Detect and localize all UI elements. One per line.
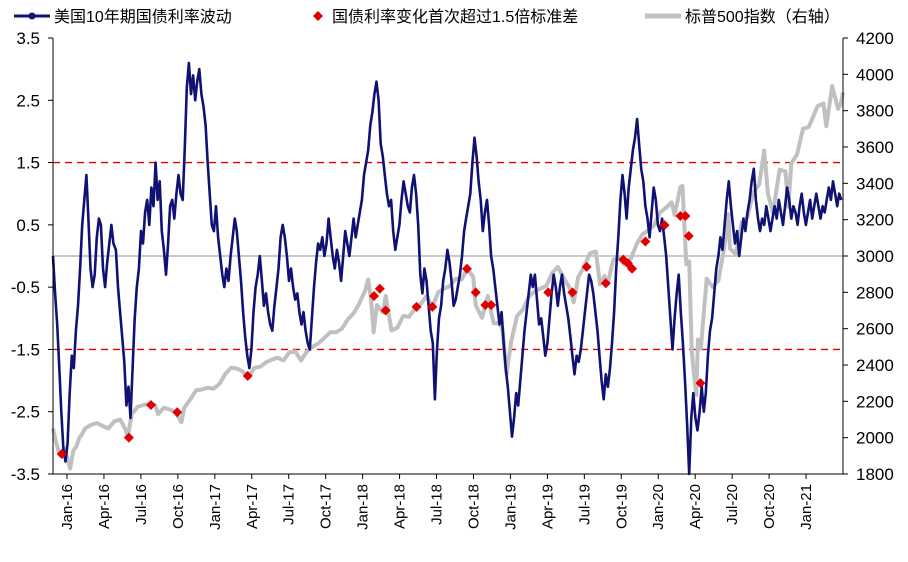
legend-label: 标普500指数（右轴） xyxy=(685,8,840,26)
signal-marker xyxy=(461,263,472,274)
x-tick-label: Jul-19 xyxy=(576,484,593,525)
signal-marker xyxy=(480,300,491,311)
y-right-tick-label: 3200 xyxy=(856,211,894,230)
signal-marker xyxy=(600,278,611,289)
x-tick-label: Oct-18 xyxy=(465,484,482,529)
y-left-tick-label: -1.5 xyxy=(11,340,40,359)
legend-swatch xyxy=(313,11,323,21)
signal-marker xyxy=(470,287,481,298)
y-left-tick-label: 3.5 xyxy=(16,29,40,48)
x-tick-label: Apr-16 xyxy=(96,484,113,529)
signal-marker xyxy=(675,211,686,222)
signal-marker xyxy=(680,211,691,222)
x-axis: Jan-16 Apr-16 Jul-16 Oct-16 Jan-17 Apr-17 Jul-… xyxy=(53,473,843,530)
series-layer xyxy=(51,61,845,476)
x-tick-label: Apr-17 xyxy=(244,484,261,529)
y-left-tick-label: 1.5 xyxy=(16,154,40,173)
x-tick-label: Jan-19 xyxy=(502,484,519,530)
signal-marker xyxy=(172,407,183,418)
y-right-tick-label: 2200 xyxy=(856,392,894,411)
signal-marker xyxy=(683,231,694,242)
signal-marker xyxy=(486,300,497,311)
legend-item: 标普500指数（右轴） xyxy=(645,8,840,26)
y-left-tick-label: -3.5 xyxy=(11,465,40,484)
signal-marker xyxy=(581,261,592,272)
x-tick-label: Jan-21 xyxy=(798,484,815,530)
y-left-tick-label: 2.5 xyxy=(16,91,40,110)
x-tick-label: Jan-17 xyxy=(207,484,224,530)
y-right-tick-label: 3800 xyxy=(856,102,894,121)
marker-layer xyxy=(56,211,706,460)
y-axis-left: 3.5 2.5 1.5 0.5 -0.5 -1.5 -2.5 -3.5 xyxy=(11,29,54,484)
signal-marker xyxy=(411,301,422,312)
legend-label: 美国10年期国债利率波动 xyxy=(54,8,232,26)
series-line-sp500 xyxy=(51,84,845,471)
x-tick-label: Jul-20 xyxy=(724,484,741,525)
x-tick-label: Apr-20 xyxy=(687,484,704,529)
legend-item: 国债利率变化首次超过1.5倍标准差 xyxy=(313,8,578,26)
signal-marker xyxy=(56,449,67,460)
y-right-tick-label: 2600 xyxy=(856,320,894,339)
signal-marker xyxy=(659,220,670,231)
y-right-tick-label: 3400 xyxy=(856,174,894,193)
signal-marker xyxy=(369,290,380,301)
x-tick-label: Jan-16 xyxy=(59,484,76,530)
x-tick-label: Jan-18 xyxy=(355,484,372,530)
x-tick-label: Oct-16 xyxy=(170,484,187,529)
y-left-tick-label: 0.5 xyxy=(16,216,40,235)
y-right-tick-label: 3600 xyxy=(856,138,894,157)
signal-marker xyxy=(427,301,438,312)
y-left-tick-label: -0.5 xyxy=(11,278,40,297)
x-tick-label: Jul-16 xyxy=(133,484,150,525)
legend-item: 美国10年期国债利率波动 xyxy=(14,8,232,26)
y-right-tick-label: 3000 xyxy=(856,247,894,266)
signal-marker xyxy=(145,399,156,410)
y-right-tick-label: 1800 xyxy=(856,465,894,484)
x-tick-label: Oct-19 xyxy=(613,484,630,529)
y-right-tick-label: 2000 xyxy=(856,429,894,448)
signal-marker xyxy=(242,370,253,381)
y-left-tick-label: -2.5 xyxy=(11,403,40,422)
signal-marker xyxy=(374,283,385,294)
y-axis-right: 4200 4000 3800 3600 3400 3200 3000 2800 2600 2400… xyxy=(842,29,894,484)
signal-marker xyxy=(123,432,134,443)
y-right-tick-label: 4000 xyxy=(856,65,894,84)
x-tick-label: Oct-17 xyxy=(318,484,335,529)
signal-marker xyxy=(380,305,391,316)
x-tick-label: Jul-17 xyxy=(281,484,298,525)
signal-marker xyxy=(695,378,706,389)
signal-marker xyxy=(640,236,651,247)
y-right-tick-label: 4200 xyxy=(856,29,894,48)
signal-marker xyxy=(543,287,554,298)
x-tick-label: Apr-18 xyxy=(392,484,409,529)
y-right-tick-label: 2400 xyxy=(856,356,894,375)
legend-swatch-dot xyxy=(28,12,36,20)
x-tick-label: Apr-19 xyxy=(539,484,556,529)
series-line-ust10y-volatility xyxy=(51,61,843,476)
chart-legend: 美国10年期国债利率波动 国债利率变化首次超过1.5倍标准差 标普500指数（右轴） xyxy=(14,8,840,26)
x-tick-label: Jul-18 xyxy=(429,484,446,525)
y-right-tick-label: 2800 xyxy=(856,283,894,302)
signal-marker xyxy=(567,287,578,298)
x-tick-label: Jan-20 xyxy=(650,484,667,530)
x-tick-label: Oct-20 xyxy=(761,484,778,529)
signal-marker xyxy=(627,263,638,274)
plot-area xyxy=(51,61,845,476)
legend-label: 国债利率变化首次超过1.5倍标准差 xyxy=(332,8,578,26)
